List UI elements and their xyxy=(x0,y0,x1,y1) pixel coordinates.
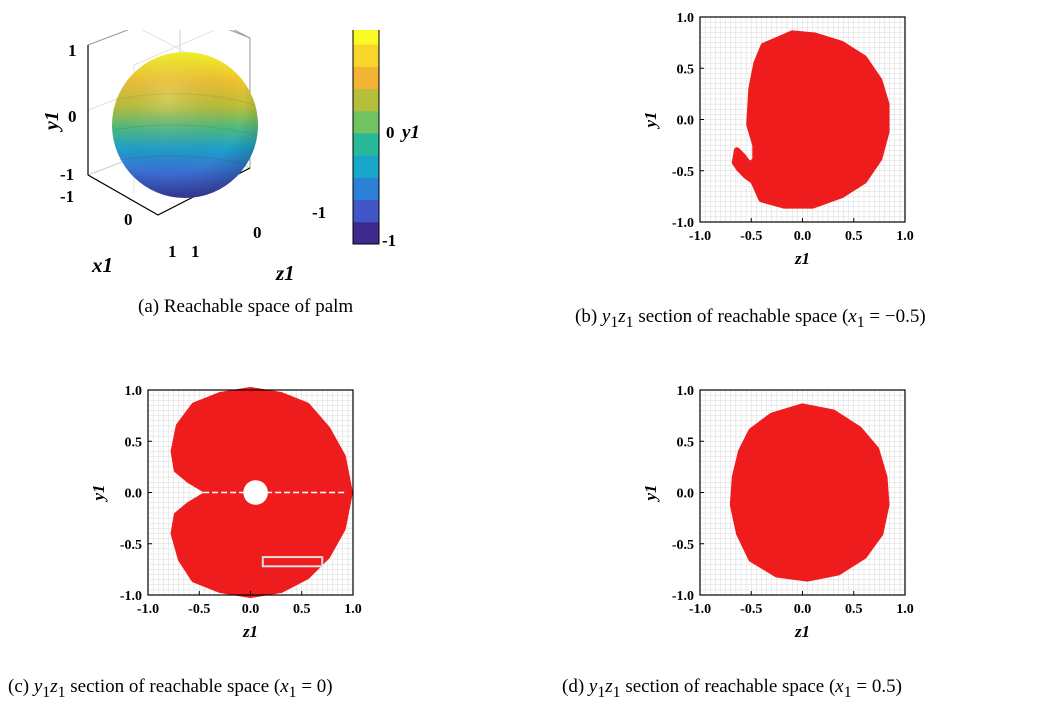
y-tick-label: 0.5 xyxy=(677,435,695,450)
x-tick-label: 0.5 xyxy=(845,602,863,617)
panel-c-section-plot: -1.0 -0.5 0.0 0.5 1.0 1.0 0.5 0.0 -0.5 -1.0 z1 y1 xyxy=(89,385,362,641)
x-tick-label: 1.0 xyxy=(344,602,362,617)
x-tick-label: 0.0 xyxy=(242,602,260,617)
panel-a-3d-plot: 1 0 -1 y1 -1 0 1 x1 1 0 -1 z1 1 0 y1 -1 xyxy=(41,30,420,285)
y-tick-label: -1.0 xyxy=(120,589,142,604)
colorbar-segment xyxy=(353,133,379,156)
y-tick-label: 0.0 xyxy=(677,114,695,129)
x-tick-label: 0.0 xyxy=(794,229,812,244)
colorbar-tick-neg1: -1 xyxy=(382,231,396,250)
x-tick-label: -1.0 xyxy=(689,229,711,244)
caption-b: (b) y1z1 section of reachable space (x1 … xyxy=(575,306,926,331)
a-ytick-0: 0 xyxy=(68,107,77,126)
a-zlabel: z1 xyxy=(275,261,295,285)
a-xtick-1: 1 xyxy=(168,242,177,261)
colorbar xyxy=(353,30,379,245)
y-tick-label: -0.5 xyxy=(672,165,694,180)
y-axis-label: y1 xyxy=(641,484,660,502)
x-tick-label: -0.5 xyxy=(740,602,762,617)
colorbar-label: y1 xyxy=(400,122,420,143)
x-tick-label: 0.0 xyxy=(794,602,812,617)
x-tick-label: -1.0 xyxy=(689,602,711,617)
colorbar-tick-0: 0 xyxy=(386,123,395,142)
x-tick-label: 1.0 xyxy=(896,602,914,617)
panel-b-section-plot: -1.0 -0.5 0.0 0.5 1.0 1.0 0.5 0.0 -0.5 -1.0 z1 y1 xyxy=(641,12,914,268)
colorbar-segment xyxy=(353,66,379,90)
y-tick-label: -0.5 xyxy=(672,538,694,553)
y-tick-label: 1.0 xyxy=(677,12,695,26)
y-tick-label: 0.5 xyxy=(125,435,143,450)
x-axis-label: z1 xyxy=(794,622,810,641)
region-hole xyxy=(243,480,268,505)
a-ztick-0: 0 xyxy=(253,223,262,242)
x-tick-label: 0.5 xyxy=(293,602,311,617)
highlight-box xyxy=(261,556,324,568)
caption-d: (d) y1z1 section of reachable space (x1 … xyxy=(562,676,902,701)
y-tick-label: 1.0 xyxy=(125,385,143,399)
y-tick-label: 1.0 xyxy=(677,385,695,399)
colorbar-segment xyxy=(353,44,379,67)
colorbar-segment xyxy=(353,155,379,178)
y-tick-label: -0.5 xyxy=(120,538,142,553)
a-xtick-0: 0 xyxy=(124,210,133,229)
reachable-region xyxy=(731,30,890,209)
caption-c: (c) y1z1 section of reachable space (x1 … xyxy=(8,676,333,701)
y-tick-label: -1.0 xyxy=(672,216,694,231)
a-ytick-1: 1 xyxy=(68,41,77,60)
y-tick-label: -1.0 xyxy=(672,589,694,604)
x-tick-label: -1.0 xyxy=(137,602,159,617)
x-tick-label: -0.5 xyxy=(740,229,762,244)
x-axis-label: z1 xyxy=(242,622,258,641)
a-xtick-neg1: -1 xyxy=(60,187,74,206)
caption-a: (a) Reachable space of palm xyxy=(138,296,354,317)
y-axis-label: y1 xyxy=(641,111,660,129)
y-tick-label: 0.5 xyxy=(677,62,695,77)
panel-d-section-plot: -1.0 -0.5 0.0 0.5 1.0 1.0 0.5 0.0 -0.5 -1.0 z1 y1 xyxy=(641,385,914,641)
x-tick-label: -0.5 xyxy=(188,602,210,617)
colorbar-segment xyxy=(353,30,379,45)
y-axis-label: y1 xyxy=(89,484,108,502)
a-ztick-neg1: -1 xyxy=(312,203,326,222)
x-tick-label: 0.5 xyxy=(845,229,863,244)
x-tick-label: 1.0 xyxy=(896,229,914,244)
a-ztick-1: 1 xyxy=(191,242,200,261)
colorbar-tick-1: 1 xyxy=(386,30,395,32)
y-tick-label: 0.0 xyxy=(125,487,143,502)
a-ytick-neg1: -1 xyxy=(60,165,74,184)
colorbar-segment xyxy=(353,177,379,201)
colorbar-segment xyxy=(353,88,379,112)
reachable-region xyxy=(729,403,890,582)
a-ylabel: y1 xyxy=(41,111,63,132)
y-tick-label: 0.0 xyxy=(677,487,695,502)
colorbar-segment xyxy=(353,221,379,245)
colorbar-segment xyxy=(353,199,379,223)
colorbar-segment xyxy=(353,110,379,134)
a-xlabel: x1 xyxy=(91,253,113,277)
x-axis-label: z1 xyxy=(794,249,810,268)
